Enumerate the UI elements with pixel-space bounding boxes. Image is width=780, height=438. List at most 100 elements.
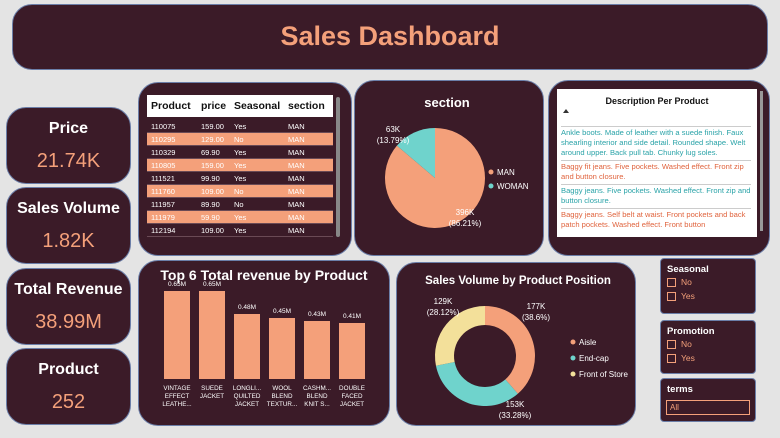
kpi-value: 21.74K [36, 150, 101, 172]
checkbox[interactable] [667, 278, 676, 287]
data-label: 0.65M [202, 281, 222, 288]
checkbox[interactable] [667, 354, 676, 363]
dashboard-title: Sales Dashboard [280, 21, 500, 51]
data-label: 0.48M [237, 304, 257, 311]
slicer-option: Yes [681, 291, 695, 301]
table-cell: MAN [288, 147, 305, 157]
table-row: 110295 129.00 No MAN [147, 133, 333, 146]
table-cell: No [234, 199, 244, 209]
table-cell: Yes [234, 160, 247, 170]
data-label: 0.65M [167, 281, 187, 288]
table-cell: 111979 [151, 212, 175, 222]
dropdown[interactable]: All [666, 400, 750, 415]
scrollbar [336, 97, 340, 237]
table-cell: Yes [234, 225, 247, 235]
column-header: section [288, 100, 325, 112]
table-cell: Yes [234, 121, 247, 131]
data-label: (13.79%) [377, 136, 410, 145]
data-label: 153K [506, 400, 525, 409]
table-cell: 69.90 [201, 147, 220, 157]
slice [384, 128, 485, 228]
table-cell: 110295 [151, 134, 176, 144]
table-row: 111979 59.90 Yes MAN [147, 211, 333, 224]
bar [234, 314, 260, 379]
table: Product price Seasonal section 110075 159.00 Y… [147, 95, 333, 237]
slicer: Promotion No Yes [660, 320, 756, 374]
legend-label: End-cap [579, 354, 609, 363]
legend-label: Aisle [579, 338, 597, 347]
kpi-card: Total Revenue 38.99M [6, 268, 131, 345]
checkbox[interactable] [667, 292, 676, 301]
description-box: Description Per Product Ankle boots. Made… [557, 89, 757, 237]
bar [269, 318, 295, 379]
donut-chart: Sales Volume by Product Position 177K (38.… [425, 275, 628, 420]
data-label: 129K [434, 297, 453, 306]
legend-marker [570, 371, 576, 377]
table-cell: Yes [234, 212, 247, 222]
table-cell: No [234, 134, 244, 144]
kpi-card: Product 252 [6, 348, 131, 425]
kpi-label: Sales Volume [17, 200, 120, 217]
checkbox[interactable] [667, 340, 676, 349]
bar [339, 323, 365, 379]
slicer-option: Yes [681, 353, 695, 363]
dropdown-value: All [670, 403, 679, 412]
x-tick-label: DOUBLE FACED JACKET [339, 385, 365, 408]
data-label: 0.41M [342, 313, 362, 321]
table-cell: Yes [234, 147, 247, 157]
data-label: 396K [456, 208, 475, 217]
legend-marker [570, 339, 576, 345]
x-tick-label: VINTAGE EFFECT LEATHE... [162, 385, 192, 408]
table-row: 110805 159.00 Yes MAN [147, 159, 333, 172]
data-label: (38.6%) [522, 313, 550, 322]
chart-title: section [424, 95, 470, 110]
header-panel: Sales Dashboard [12, 4, 768, 70]
kpi-card: Price 21.74K [6, 107, 131, 184]
x-tick-label: CASHM... BLEND KNIT S... [303, 385, 331, 408]
table-cell: Yes [234, 173, 247, 183]
slice [435, 362, 518, 406]
legend-label: Front of Store [579, 370, 628, 379]
table-cell: MAN [288, 173, 305, 183]
table-row: 111521 99.90 Yes MAN [147, 172, 333, 185]
column-header: price [201, 100, 227, 112]
table-cell: No [234, 186, 244, 196]
table-cell: MAN [288, 212, 305, 222]
data-label: 177K [527, 302, 546, 311]
sort-arrow [563, 109, 569, 113]
legend-marker [488, 169, 494, 175]
x-tick-label: WOOL BLEND TEXTUR... [266, 385, 298, 408]
slice [485, 306, 535, 394]
pie-chart: section 396K (86.21%) MAN 63K (13.79%) WOMAN [377, 95, 529, 228]
description-item: Baggy fit jeans. Five pockets. Washed ef… [561, 160, 751, 184]
kpi-label: Price [48, 120, 89, 137]
table-cell: 110329 [151, 147, 176, 157]
table-cell: 159.00 [201, 160, 224, 170]
bar [304, 320, 330, 379]
description-item: Baggy jeans. Five pockets. Washed effect… [561, 184, 751, 208]
legend-marker [488, 183, 494, 189]
description-title: Description Per Product [605, 96, 709, 106]
table-cell: 59.90 [201, 212, 220, 222]
table-panel: Product price Seasonal section 110075 159.00 Y… [138, 82, 352, 256]
table-row: 111760 109.00 No MAN [147, 185, 333, 198]
legend-marker [570, 355, 576, 361]
description-item: Ankle boots. Made of leather with a sued… [561, 126, 751, 160]
slicer-option: No [681, 277, 692, 287]
data-label: (28.12%) [427, 308, 460, 317]
description-list: Ankle boots. Made of leather with a sued… [561, 126, 751, 234]
table-cell: MAN [288, 186, 305, 196]
table-cell: 109.00 [201, 186, 224, 196]
legend-label: MAN [497, 168, 515, 177]
column-header: Seasonal [234, 100, 281, 112]
bar [164, 291, 190, 379]
bar [199, 291, 225, 379]
data-label: (86.21%) [449, 219, 482, 228]
x-tick-label: LONGLI... QUILTED JACKET [232, 385, 262, 408]
table-cell: MAN [288, 225, 305, 235]
x-tick-label: SUEDE JACKET [199, 385, 225, 400]
table-cell: 111521 [151, 173, 175, 183]
table-cell: MAN [288, 199, 305, 209]
slicer-title: terms [667, 384, 693, 395]
